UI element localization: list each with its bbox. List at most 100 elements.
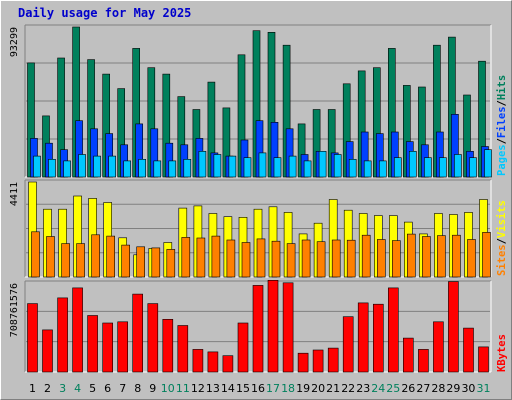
kbytes-bar [27,303,38,373]
kbytes-bar [222,355,234,373]
sites-bar [121,244,130,278]
legend-files: Files [496,106,508,138]
legend-kbytes: KBytes [496,334,508,372]
sites-bar [31,231,40,278]
kbytes-bar [463,327,474,373]
x-tick-label: 6 [104,382,111,395]
sites-bar [482,232,491,278]
x-tick-label: 10 [161,382,175,395]
pages-bar [198,151,207,178]
kbytes-bar [357,302,369,373]
pages-bar [138,159,146,178]
pages-bar [393,157,402,178]
legend-sep: / [496,238,508,244]
kbytes-bar [327,347,339,373]
pages-bar [48,159,56,178]
sites-bar [301,239,311,278]
sites-bar [241,242,251,278]
legend-panel-1: Pages/Files/Hits [496,75,508,176]
sites-bar [271,240,281,278]
pages-bar [439,157,447,178]
legend-panel-2: Sites/Visits [496,200,508,276]
sites-bar [136,246,145,278]
kbytes-bar [342,316,354,373]
legend-panel-3: KBytes [496,334,508,372]
kbytes-bar [87,315,98,373]
pages-bar [378,160,387,178]
x-tick-label: 26 [401,382,415,395]
legend-hits: Hits [496,75,508,100]
y-max-label: 93299 [9,27,20,57]
sites-bar [46,236,55,278]
x-tick-label: 7 [119,382,126,395]
x-tick-label: 27 [416,382,430,395]
kbytes-bar [42,329,53,373]
chart-title: Daily usage for May 2025 [18,6,192,20]
kbytes-bar [402,337,414,373]
x-tick-label: 21 [326,382,340,395]
sites-bar [437,235,446,278]
x-tick-label: 12 [191,382,205,395]
sites-bar [406,233,416,278]
sites-bar [467,239,476,278]
pages-bar [424,157,432,178]
sites-bar [166,249,176,278]
x-tick-label: 1 [29,382,36,395]
x-tick-label: 2 [44,382,51,395]
pages-bar [363,160,372,178]
x-tick-label: 23 [356,382,370,395]
sites-bar [331,239,341,278]
sites-bar [226,239,236,278]
pages-bar [288,155,297,178]
sites-bar [76,243,85,278]
kbytes-bar [418,349,429,373]
kbytes-bar [478,346,489,373]
sites-bar [422,236,431,278]
x-tick-label: 11 [176,382,190,395]
x-tick-label: 13 [206,382,220,395]
pages-bar [213,154,222,178]
x-tick-label: 31 [476,382,490,395]
x-tick-label: 15 [236,382,250,395]
kbytes-bar [162,318,174,373]
sites-bar [151,247,161,278]
kbytes-bar [297,352,309,373]
pages-bar [318,151,327,178]
x-tick-label: 16 [251,382,265,395]
pages-bar [408,151,417,178]
sites-bar [452,234,461,278]
kbytes-bar [192,349,204,373]
pages-bar [108,155,116,178]
kbytes-bar [267,279,279,373]
x-tick-label: 4 [74,382,81,395]
x-tick-label: 28 [431,382,445,395]
sites-bar [376,239,386,278]
pages-bar [243,157,252,178]
kbytes-bar [117,321,128,373]
pages-bar [33,155,41,178]
sites-bar [211,235,221,278]
pages-bar [93,155,101,178]
pages-bar [484,149,492,178]
kbytes-bar [448,281,459,373]
sites-bar [61,243,70,278]
x-tick-label: 18 [281,382,295,395]
x-tick-label: 30 [461,382,475,395]
legend-pages: Pages [496,144,508,176]
sites-bar [361,234,371,278]
pages-bar [228,155,237,178]
x-tick-label: 24 [371,382,385,395]
legend-sep: / [496,138,508,144]
sites-bar [391,240,401,278]
sites-bar [181,237,191,278]
kbytes-bar [237,322,249,373]
x-tick-label: 20 [311,382,325,395]
kbytes-bar [57,297,68,373]
x-tick-label: 25 [386,382,400,395]
pages-bar [78,154,86,178]
kbytes-bar [252,285,264,373]
kbytes-bar [132,293,143,373]
x-tick-label: 8 [134,382,141,395]
legend-visits: Visits [496,200,508,238]
